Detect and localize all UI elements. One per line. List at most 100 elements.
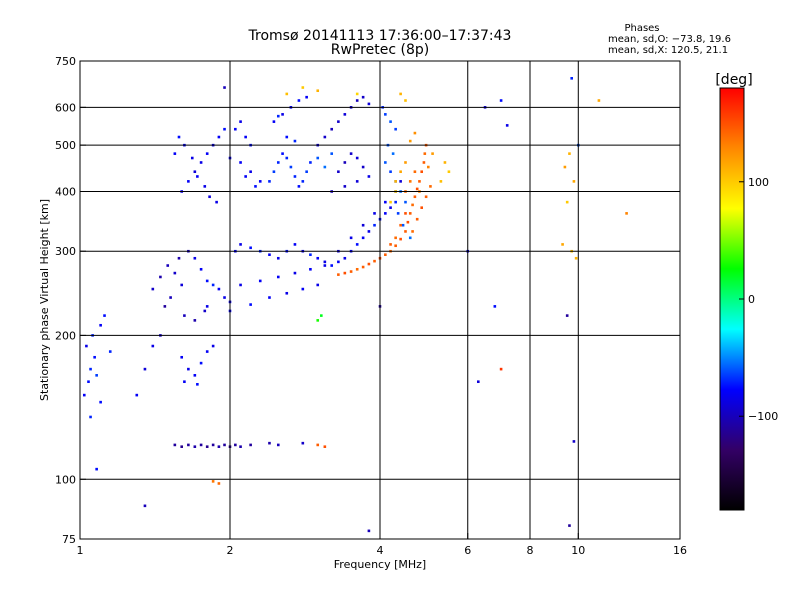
data-point [211, 344, 215, 348]
data-point [151, 344, 155, 348]
data-point [394, 180, 397, 183]
data-point [293, 139, 297, 143]
data-point [193, 170, 197, 174]
data-point [166, 264, 170, 267]
data-point [404, 161, 407, 164]
x-axis-label: Frequency [MHz] [334, 558, 426, 571]
y-tick-label: 600 [55, 101, 76, 114]
data-point [180, 283, 184, 287]
y-tick-label: 300 [55, 245, 76, 258]
data-point [408, 212, 412, 215]
data-point [337, 170, 340, 174]
data-point [205, 305, 209, 308]
data-point [330, 152, 334, 155]
data-point [143, 367, 147, 371]
data-point [399, 237, 402, 241]
data-point [384, 212, 387, 215]
data-point [193, 319, 197, 322]
data-point [396, 212, 400, 215]
stats-o-mode: mean, sd,O: −73.8, 19.6 [608, 34, 731, 45]
data-point [99, 323, 102, 327]
stats-block: Phases mean, sd,O: −73.8, 19.6 mean, sd,… [608, 23, 731, 56]
data-point [316, 283, 320, 287]
data-point [193, 445, 197, 448]
data-point [305, 170, 308, 174]
data-point [418, 180, 421, 183]
data-point [309, 161, 312, 164]
data-point [355, 99, 359, 102]
data-point [301, 287, 305, 291]
data-point [572, 180, 576, 183]
data-point [399, 180, 402, 183]
data-point [244, 135, 247, 139]
colorbar-tick-label: 100 [748, 176, 769, 189]
data-point [217, 482, 221, 485]
data-point [159, 275, 162, 279]
x-tick-label: 6 [464, 544, 471, 557]
data-point [361, 265, 365, 269]
data-point [384, 113, 387, 116]
data-point [276, 256, 280, 260]
data-point [343, 271, 347, 275]
data-point [343, 256, 347, 260]
data-point [215, 200, 218, 204]
data-point [199, 267, 203, 271]
data-point [163, 305, 167, 308]
title-block: Tromsø 20141113 17:36:00–17:37:43 RwPret… [248, 28, 512, 58]
data-point [205, 445, 209, 448]
data-point [99, 400, 102, 404]
data-point [297, 99, 301, 102]
data-point [355, 156, 359, 160]
data-point [565, 314, 569, 317]
data-point [373, 259, 376, 263]
data-point [223, 127, 226, 131]
data-point [384, 200, 387, 204]
data-point [309, 267, 312, 271]
data-point [420, 170, 423, 174]
x-tick-label: 10 [571, 544, 585, 557]
x-tick-label: 4 [377, 544, 384, 557]
data-point [276, 161, 280, 164]
data-point [316, 319, 320, 322]
data-point [349, 152, 353, 155]
data-point [355, 92, 359, 96]
data-point [135, 393, 139, 397]
data-point [323, 135, 327, 139]
data-point [431, 152, 434, 155]
data-point [563, 165, 567, 169]
data-point [337, 260, 340, 264]
data-point [316, 89, 320, 93]
data-point [301, 180, 305, 183]
data-point [193, 374, 197, 377]
data-point [413, 131, 417, 135]
data-point [196, 383, 199, 386]
data-point [285, 92, 289, 96]
data-point [367, 175, 371, 178]
data-point [394, 236, 397, 240]
data-point [349, 236, 353, 240]
data-point [565, 200, 569, 204]
chart-subtitle: RwPretec (8p) [331, 42, 429, 58]
data-point [316, 443, 320, 447]
x-tick-label: 8 [527, 544, 534, 557]
data-point [143, 504, 147, 508]
data-point [423, 152, 427, 155]
data-point [173, 271, 177, 275]
data-point [180, 445, 184, 448]
data-point [408, 180, 412, 183]
data-point [415, 217, 419, 221]
data-point [239, 243, 242, 246]
data-point [285, 135, 289, 139]
data-point [289, 165, 293, 169]
data-point [361, 236, 365, 240]
data-point [426, 165, 430, 169]
data-point [499, 367, 503, 371]
data-point [404, 212, 407, 215]
data-point [297, 185, 301, 188]
x-axis-ticks: 1 2 4 6 8 10 16 [77, 533, 687, 557]
data-point [268, 296, 271, 299]
data-point [187, 180, 190, 183]
data-point [316, 256, 320, 260]
y-tick-label: 400 [55, 185, 76, 198]
y-tick-label: 200 [55, 329, 76, 342]
